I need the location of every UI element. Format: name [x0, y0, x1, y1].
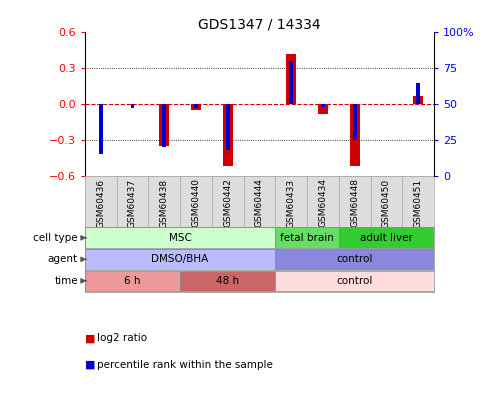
Text: cell type: cell type	[33, 233, 78, 243]
Text: control: control	[336, 276, 373, 286]
Bar	[85, 176, 117, 227]
Text: 48 h: 48 h	[216, 276, 240, 286]
Bar	[275, 228, 339, 248]
Bar	[339, 228, 434, 248]
Text: GSM60436: GSM60436	[96, 178, 105, 228]
Text: GSM60448: GSM60448	[350, 178, 359, 227]
Bar	[191, 104, 201, 110]
Bar	[244, 176, 275, 227]
Text: ■: ■	[85, 360, 95, 369]
Text: GSM60442: GSM60442	[223, 178, 232, 227]
Text: agent: agent	[48, 254, 78, 264]
Text: GSM60444: GSM60444	[255, 178, 264, 227]
Text: fetal brain: fetal brain	[280, 233, 334, 243]
Bar	[85, 249, 275, 270]
Text: DMSO/BHA: DMSO/BHA	[152, 254, 209, 264]
Bar	[339, 176, 371, 227]
Text: MSC: MSC	[169, 233, 192, 243]
Text: GSM60451: GSM60451	[414, 178, 423, 228]
Bar	[159, 104, 169, 146]
Text: GSM60440: GSM60440	[192, 178, 201, 227]
Bar	[85, 228, 275, 248]
Bar	[194, 104, 198, 109]
Bar	[416, 83, 420, 104]
Bar	[226, 104, 230, 150]
Text: 6 h: 6 h	[124, 276, 141, 286]
Bar	[99, 104, 103, 154]
Bar	[180, 271, 275, 291]
Text: ■: ■	[85, 333, 95, 343]
Bar	[353, 104, 357, 140]
Text: GSM60437: GSM60437	[128, 178, 137, 228]
Title: GDS1347 / 14334: GDS1347 / 14334	[198, 17, 321, 31]
Text: log2 ratio: log2 ratio	[97, 333, 147, 343]
Bar	[180, 176, 212, 227]
Bar	[289, 61, 293, 104]
Bar	[318, 104, 328, 114]
Bar	[131, 104, 134, 109]
Text: GSM60438: GSM60438	[160, 178, 169, 228]
Bar	[212, 176, 244, 227]
Bar	[321, 104, 325, 107]
Text: control: control	[336, 254, 373, 264]
Bar	[148, 176, 180, 227]
Bar	[275, 176, 307, 227]
Bar	[371, 176, 402, 227]
Bar	[117, 176, 148, 227]
Bar	[286, 54, 296, 104]
Text: GSM60433: GSM60433	[287, 178, 296, 228]
Bar	[350, 104, 360, 166]
Text: GSM60450: GSM60450	[382, 178, 391, 228]
Bar	[402, 176, 434, 227]
Bar	[413, 96, 423, 104]
Bar	[162, 104, 166, 147]
Text: GSM60434: GSM60434	[318, 178, 327, 227]
Bar	[307, 176, 339, 227]
Text: adult liver: adult liver	[360, 233, 413, 243]
Bar	[275, 249, 434, 270]
Bar	[275, 271, 434, 291]
Text: percentile rank within the sample: percentile rank within the sample	[97, 360, 273, 369]
Text: time: time	[54, 276, 78, 286]
Bar	[85, 271, 180, 291]
Bar	[223, 104, 233, 166]
